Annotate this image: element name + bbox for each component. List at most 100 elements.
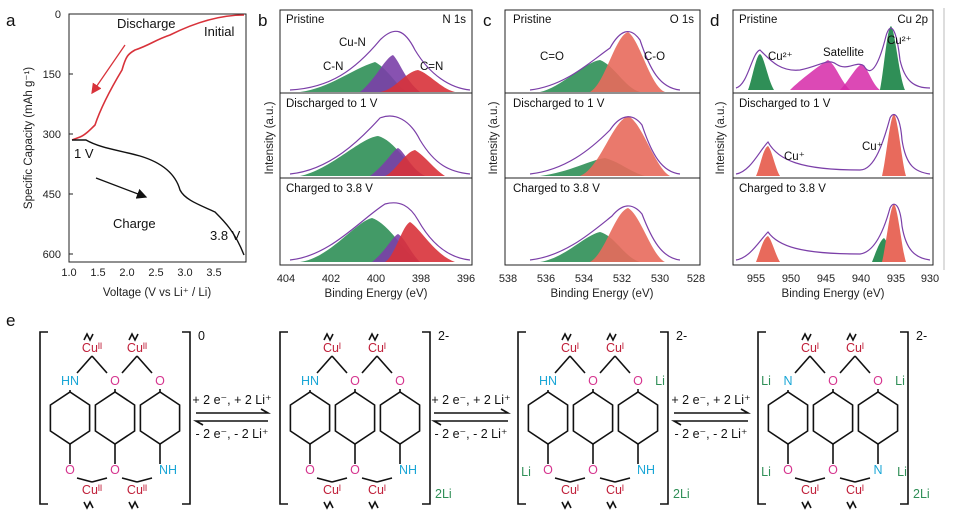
panel-d-ylabel: Intensity (a.u.) [715, 101, 727, 174]
atom-o: O [828, 374, 838, 388]
panel-b-axes [279, 9, 473, 266]
panel-b-element: N 1s [442, 14, 466, 26]
peak-cu2-b: Cu²⁺ [887, 35, 912, 47]
peak-co: C-O [644, 51, 665, 63]
panel-c-element: O 1s [670, 14, 695, 26]
panel-b-row-0: Pristine [286, 14, 324, 26]
ytick: 150 [43, 69, 61, 81]
ring-2 [94, 391, 136, 445]
panel-b-row-1: Discharged to 1 V [286, 98, 378, 110]
panel-a-yticks: 0 150 300 450 600 [43, 9, 73, 261]
counter-ion-label: 2Li [673, 487, 690, 501]
atom-o: O [543, 463, 553, 477]
charge-label: Charge [113, 216, 156, 231]
ytick: 450 [43, 189, 61, 201]
charge-label: 2- [916, 329, 927, 343]
atom-o: O [828, 463, 838, 477]
atom-o: O [633, 374, 643, 388]
bracket-right [422, 331, 431, 505]
panel-d-axes [732, 9, 934, 266]
ring-2 [572, 391, 614, 445]
panel-c-axes [504, 9, 701, 266]
xtick: 530 [651, 273, 669, 285]
forward-condition: + 2 e⁻, + 2 Li⁺ [431, 393, 510, 407]
copper-top: Cuᴵ [368, 341, 386, 355]
copper-bottom: Cuᴵ [368, 483, 386, 497]
panel-b-xticks: 404 402 400 398 396 [277, 273, 475, 285]
bracket-left [757, 331, 766, 505]
initial-label: Initial [204, 24, 234, 39]
bracket-right [900, 331, 909, 505]
atom-nh: NH [399, 463, 417, 477]
ring-3 [379, 391, 421, 445]
reaction-arrow-3: + 2 e⁻, + 2 Li⁺ - 2 e⁻, - 2 Li⁺ [670, 393, 752, 441]
reverse-condition: - 2 e⁻, - 2 Li⁺ [435, 427, 508, 441]
bracket-right [182, 331, 191, 505]
panel-b: b Pristine Discharged to 1 V Charged to … [258, 9, 475, 300]
atom-o: O [783, 463, 793, 477]
copper-top: Cuᴵᴵ [82, 341, 102, 355]
charge-arrow [95, 177, 148, 199]
reaction-arrows: + 2 e⁻, + 2 Li⁺- 2 e⁻, - 2 Li⁺+ 2 e⁻, + … [192, 393, 752, 441]
xtick: 955 [747, 273, 765, 285]
discharge-arrow [91, 44, 126, 95]
panel-c: c Pristine Discharged to 1 V Charged to … [483, 9, 705, 300]
atom-n: N [873, 463, 882, 477]
panel-a: a 0 150 300 450 600 1.0 1.5 2.0 2.5 3.0 … [6, 9, 247, 299]
3.8v-label: 3.8 V [210, 228, 241, 243]
xtick: 3.0 [177, 267, 192, 279]
ring-1 [527, 391, 569, 445]
copper-top: Cuᴵᴵ [127, 341, 147, 355]
panel-d-row-1: Discharged to 1 V [739, 98, 831, 110]
charge-curve [72, 139, 245, 256]
panel-d: d Pristine Discharged to 1 V Charged to … [710, 9, 939, 300]
xtick: 398 [412, 273, 430, 285]
panel-a-ylabel: Specific Capacity (mAh g⁻¹) [23, 67, 35, 209]
xtick: 940 [852, 273, 870, 285]
xtick: 538 [499, 273, 517, 285]
discharge-label: Discharge [117, 16, 176, 31]
panel-c-xticks: 538 536 534 532 530 528 [499, 273, 705, 285]
panel-b-row-2: Charged to 3.8 V [286, 183, 373, 195]
bracket-left [39, 331, 48, 505]
copper-bottom: Cuᴵ [846, 483, 864, 497]
atom-n: N [783, 374, 792, 388]
panel-c-row-2: Charged to 3.8 V [513, 183, 600, 195]
atom-o: O [305, 463, 315, 477]
peak-ceqn: C=N [420, 61, 443, 73]
panel-b-ylabel: Intensity (a.u.) [264, 101, 276, 174]
atom-o: O [588, 463, 598, 477]
molecule-4: 2- 2Li N O O O O N Li Li Li Li Cuᴵ Cuᴵ Cuᴵ Cuᴵ [757, 329, 930, 510]
xtick: 2.0 [119, 267, 134, 279]
counter-ion-label: 2Li [913, 487, 930, 501]
ring-2 [812, 391, 854, 445]
charge-label: 2- [676, 329, 687, 343]
peak-cu1-a: Cu⁺ [784, 151, 805, 163]
atom-li: Li [897, 465, 907, 479]
atom-o: O [588, 374, 598, 388]
forward-condition: + 2 e⁻, + 2 Li⁺ [671, 393, 750, 407]
ring-3 [139, 391, 181, 445]
atom-li: Li [655, 374, 665, 388]
copper-top: Cuᴵ [801, 341, 819, 355]
xtick: 1.5 [90, 267, 105, 279]
molecule-1: 0 HN O O O O NH Cuᴵᴵ Cuᴵᴵ Cuᴵᴵ Cuᴵᴵ [39, 329, 205, 510]
discharge-curve [71, 14, 245, 141]
atom-nh: NH [637, 463, 655, 477]
xtick: 404 [277, 273, 295, 285]
xtick: 2.5 [148, 267, 163, 279]
copper-top: Cuᴵ [606, 341, 624, 355]
bracket-right [660, 331, 669, 505]
atom-li: Li [895, 374, 905, 388]
ring-1 [289, 391, 331, 445]
panel-c-xlabel: Binding Energy (eV) [551, 288, 654, 300]
copper-top: Cuᴵ [846, 341, 864, 355]
ytick: 600 [43, 249, 61, 261]
molecules: 0 HN O O O O NH Cuᴵᴵ Cuᴵᴵ Cuᴵᴵ Cuᴵᴵ 2- 2Li HN O O O O NH Cu… [39, 329, 930, 510]
reverse-condition: - 2 e⁻, - 2 Li⁺ [675, 427, 748, 441]
xtick: 528 [687, 273, 705, 285]
ring-1 [767, 391, 809, 445]
copper-top: Cuᴵ [323, 341, 341, 355]
